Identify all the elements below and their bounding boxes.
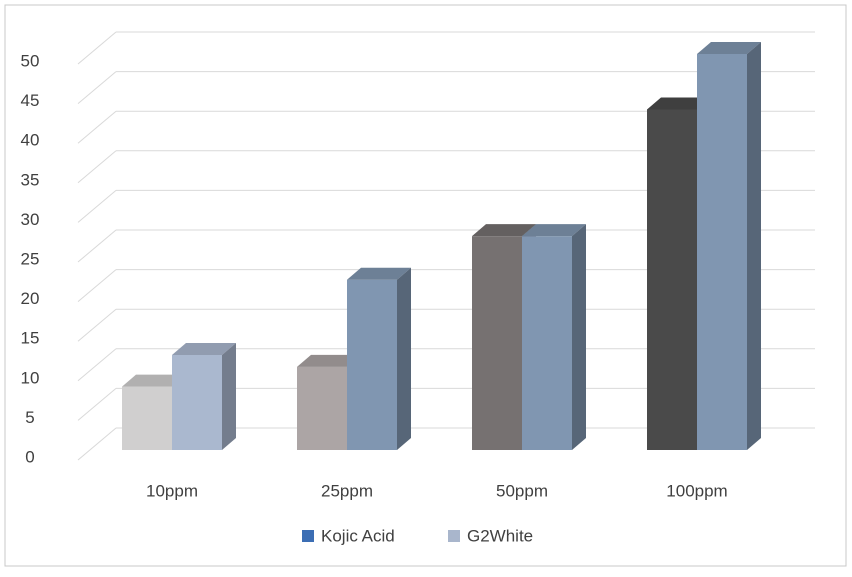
y-tick-label: 25 bbox=[21, 249, 40, 268]
x-tick-label: 100ppm bbox=[666, 481, 727, 500]
grid-line bbox=[77, 229, 117, 263]
bar-top bbox=[122, 374, 186, 387]
y-tick-label: 20 bbox=[21, 289, 40, 308]
bar-front bbox=[697, 54, 747, 450]
y-tick-label: 0 bbox=[25, 447, 34, 466]
x-tick-label: 10ppm bbox=[146, 481, 198, 500]
legend-label: Kojic Acid bbox=[321, 526, 395, 545]
grid-line bbox=[77, 190, 117, 223]
grid-line bbox=[77, 427, 117, 461]
grid-line bbox=[77, 388, 117, 421]
grid-line bbox=[77, 348, 117, 382]
x-tick-label: 25ppm bbox=[321, 481, 373, 500]
bar-front bbox=[347, 279, 397, 450]
grid-line bbox=[77, 110, 117, 144]
grid-line bbox=[77, 308, 117, 342]
bar-front bbox=[647, 109, 697, 450]
bar-front bbox=[172, 354, 222, 450]
bar-top bbox=[697, 42, 761, 54]
legend-swatch bbox=[302, 530, 314, 542]
bar-front bbox=[122, 386, 172, 450]
bar-side bbox=[747, 42, 761, 450]
bar-side bbox=[572, 224, 586, 450]
legend-swatch bbox=[448, 530, 460, 542]
bar-side bbox=[222, 342, 236, 450]
y-tick-label: 45 bbox=[21, 91, 40, 110]
bar-top bbox=[472, 224, 536, 237]
bar-top bbox=[172, 342, 236, 355]
bar-top bbox=[297, 354, 361, 367]
bar-front bbox=[522, 236, 572, 450]
bar-front bbox=[472, 236, 522, 450]
y-tick-label: 15 bbox=[21, 329, 40, 348]
bar-top bbox=[647, 97, 711, 110]
bar-top bbox=[347, 267, 411, 280]
bar-front bbox=[297, 366, 347, 450]
grid-line bbox=[77, 150, 117, 184]
y-tick-label: 10 bbox=[21, 368, 40, 387]
y-tick-label: 30 bbox=[21, 210, 40, 229]
y-tick-label: 50 bbox=[21, 51, 40, 70]
grid-line bbox=[77, 269, 117, 302]
bar-side bbox=[397, 267, 411, 450]
grid-line bbox=[77, 31, 117, 65]
y-tick-label: 5 bbox=[25, 408, 34, 427]
bar-top bbox=[522, 224, 586, 237]
y-tick-label: 35 bbox=[21, 170, 40, 189]
x-tick-label: 50ppm bbox=[496, 481, 548, 500]
grid-line bbox=[77, 71, 117, 104]
legend-label: G2White bbox=[467, 526, 533, 545]
y-tick-label: 40 bbox=[21, 131, 40, 150]
